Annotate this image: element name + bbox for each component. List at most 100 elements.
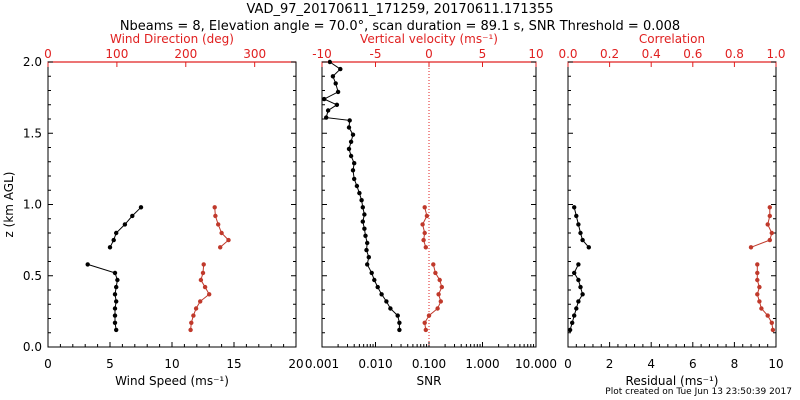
wind-speed-point xyxy=(114,299,119,304)
wind-direction-line xyxy=(190,264,210,330)
wind-panel-bottom-tick-label: 20 xyxy=(288,357,303,371)
vertical-velocity-point xyxy=(422,205,427,210)
snr-point xyxy=(346,146,352,152)
snr-point xyxy=(359,198,364,203)
wind-panel-top-tick-label: 200 xyxy=(174,47,197,61)
vertical-velocity-point xyxy=(431,262,436,267)
created-timestamp: Plot created on Tue Jun 13 23:50:39 2017 xyxy=(605,387,792,397)
wind-speed-point xyxy=(112,306,118,311)
snr-panel-top-tick-label: 0 xyxy=(425,47,433,61)
residual-panel-top-tick-label: 1.0 xyxy=(766,47,785,61)
residual-point xyxy=(576,222,581,227)
residual-point xyxy=(576,277,581,283)
snr-point xyxy=(360,219,365,224)
residual-panel-bottom-tick-label: 2 xyxy=(606,357,614,371)
correlation-point xyxy=(755,262,760,267)
vertical-velocity-point xyxy=(423,327,428,333)
wind-speed-point xyxy=(85,262,90,267)
y-tick-label: 2.0 xyxy=(23,55,42,69)
snr-point xyxy=(369,270,374,276)
y-tick-label: 0.0 xyxy=(23,340,42,354)
wind-speed-point xyxy=(112,292,118,297)
wind-panel-bottom-tick-label: 5 xyxy=(106,357,114,371)
residual-panel-top-tick-label: 0.8 xyxy=(725,47,744,61)
wind-direction-point xyxy=(216,222,221,227)
snr-point xyxy=(335,89,341,95)
wind-direction-point xyxy=(198,277,204,283)
vertical-velocity-point xyxy=(421,237,426,243)
snr-point xyxy=(384,299,389,304)
wind-speed-point xyxy=(115,277,120,283)
wind-speed-point xyxy=(107,245,113,250)
wind-direction-point xyxy=(198,299,203,304)
wind-panel-top-tick-label: 100 xyxy=(105,47,128,61)
correlation-point xyxy=(769,230,774,236)
wind-speed-point xyxy=(112,320,118,325)
snr-point xyxy=(346,125,352,130)
residual-point xyxy=(574,213,579,219)
residual-point xyxy=(572,313,577,318)
snr-point xyxy=(362,226,367,231)
wind-direction-point xyxy=(212,205,217,210)
snr-point xyxy=(350,168,356,173)
snr-point xyxy=(338,66,343,72)
wind-speed-point xyxy=(111,237,116,243)
correlation-point xyxy=(755,277,760,283)
wind-speed-point xyxy=(114,327,119,333)
correlation-point xyxy=(755,292,760,297)
residual-panel-bottom-tick-label: 0 xyxy=(564,357,572,371)
y-tick-label: 1.5 xyxy=(23,126,42,140)
vertical-velocity-point xyxy=(433,270,438,276)
correlation-point xyxy=(757,284,762,290)
snr-point xyxy=(325,108,331,113)
correlation-point xyxy=(767,237,772,243)
wind-panel-bottom-tick-label: 15 xyxy=(226,357,241,371)
snr-point xyxy=(352,161,357,166)
wind-direction-point xyxy=(189,320,194,325)
snr-point xyxy=(330,74,336,79)
correlation-point xyxy=(765,313,770,318)
y-tick-label: 1.0 xyxy=(23,198,42,212)
snr-point xyxy=(364,247,369,253)
correlation-point xyxy=(767,213,772,219)
snr-point xyxy=(375,284,380,290)
snr-point xyxy=(379,292,384,297)
wind-speed-point xyxy=(112,270,118,276)
snr-panel-bottom-tick-label: 1.000 xyxy=(465,357,499,371)
correlation-point xyxy=(757,299,762,304)
snr-point xyxy=(334,102,340,108)
snr-point xyxy=(327,59,332,65)
snr-panel-top-axis-label: Vertical velocity (ms⁻¹) xyxy=(360,32,498,46)
residual-point xyxy=(574,306,579,311)
residual-point xyxy=(578,284,583,290)
snr-panel-bottom-axis-label: SNR xyxy=(417,374,442,388)
vertical-velocity-point xyxy=(437,277,442,283)
correlation-point xyxy=(748,245,754,250)
residual-point xyxy=(576,262,581,267)
snr-point xyxy=(388,306,393,311)
residual-panel-bottom-tick-label: 4 xyxy=(647,357,655,371)
residual-point xyxy=(578,230,583,236)
residual-point xyxy=(572,270,577,276)
wind-speed-point xyxy=(112,313,118,318)
y-tick-label: 0.5 xyxy=(23,269,42,283)
wind-direction-point xyxy=(193,306,199,311)
correlation-point xyxy=(765,222,770,227)
wind-speed-point xyxy=(138,205,144,210)
snr-point xyxy=(354,183,360,189)
snr-point xyxy=(365,262,370,267)
residual-panel-top-tick-label: 0.6 xyxy=(683,47,702,61)
residual-point xyxy=(580,292,585,297)
vertical-velocity-point xyxy=(422,320,427,325)
residual-point xyxy=(572,205,577,210)
residual-point xyxy=(570,320,575,325)
snr-point xyxy=(360,205,365,210)
wind-speed-point xyxy=(114,284,119,290)
wind-panel-top-axis-label: Wind Direction (deg) xyxy=(110,32,234,46)
snr-panel-top-tick-label: -5 xyxy=(370,47,382,61)
residual-panel-bottom-tick-label: 10 xyxy=(768,357,783,371)
snr-panel-top-tick-label: -10 xyxy=(312,47,332,61)
wind-direction-point xyxy=(226,237,231,243)
vertical-velocity-point xyxy=(436,292,441,297)
